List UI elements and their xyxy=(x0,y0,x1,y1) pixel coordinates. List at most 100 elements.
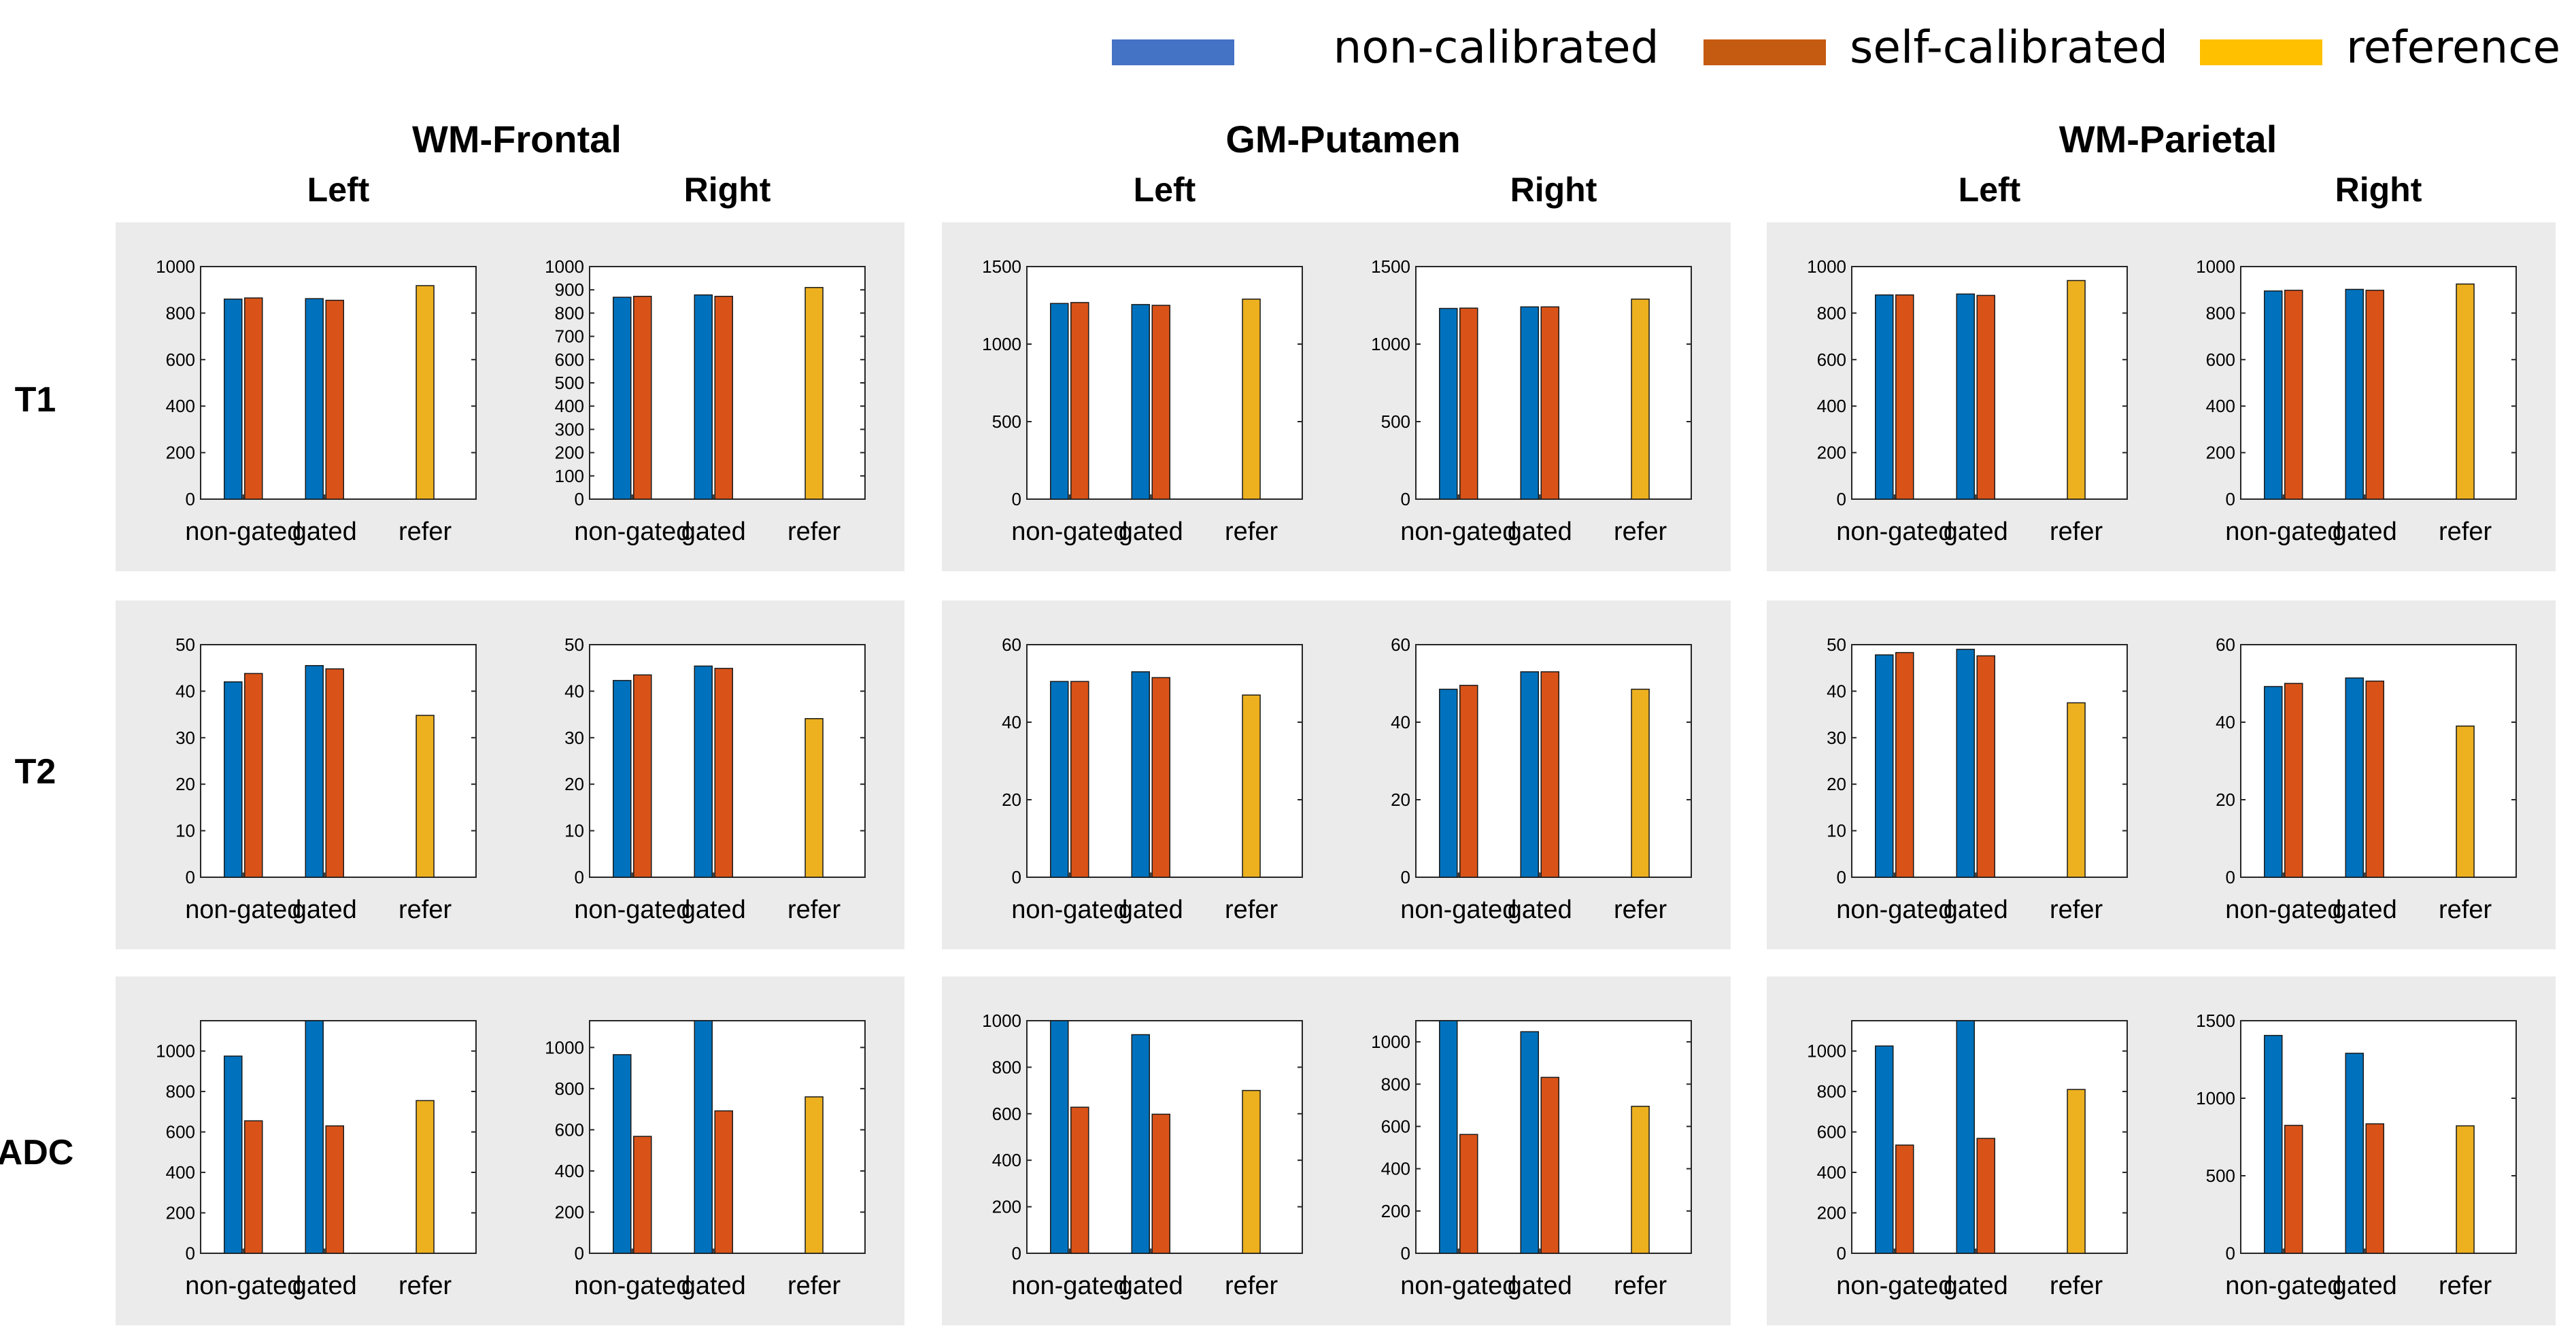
bar-non-non-gated xyxy=(224,1055,243,1254)
x-tick-label: refer xyxy=(1614,896,1667,924)
y-tick-label: 40 xyxy=(1827,681,1846,701)
x-tick-label: non-gated xyxy=(1011,517,1128,546)
x-tick-label: refer xyxy=(787,896,841,924)
bar-non-non-gated xyxy=(2264,685,2283,878)
y-tick-label: 400 xyxy=(166,396,195,416)
bar-non-gated xyxy=(305,298,324,500)
y-tick-label: 1000 xyxy=(1807,256,1846,277)
x-tick-label: non-gated xyxy=(1400,1272,1516,1300)
y-tick-label: 600 xyxy=(1381,1116,1410,1136)
bar-self-non-gated xyxy=(633,296,652,500)
y-tick-label: 10 xyxy=(175,821,195,841)
legend-label-self: self-calibrated xyxy=(1850,21,2168,73)
legend-swatch-non xyxy=(1112,39,1234,65)
y-tick-label: 0 xyxy=(1012,1243,1021,1263)
y-tick-label: 0 xyxy=(1401,1243,1410,1263)
y-tick-label: 100 xyxy=(555,466,584,486)
y-tick-label: 200 xyxy=(1817,1203,1846,1223)
bar-non-gated xyxy=(305,665,324,878)
bar-ref-refer xyxy=(416,285,435,500)
x-tick-label: refer xyxy=(2050,517,2103,546)
x-tick-label: non-gated xyxy=(1011,896,1128,924)
x-tick-label: gated xyxy=(1944,1272,2008,1300)
x-tick-label: non-gated xyxy=(574,896,690,924)
bar-self-non-gated xyxy=(244,673,263,878)
y-tick-label: 0 xyxy=(1401,867,1410,887)
bar-non-non-gated xyxy=(1439,688,1458,878)
bar-self-non-gated xyxy=(633,674,652,878)
y-tick-label: 10 xyxy=(564,821,584,841)
bar-ref-refer xyxy=(2067,702,2086,878)
bar-non-gated xyxy=(1956,293,1975,500)
side-label-left: Left xyxy=(307,171,370,209)
y-tick-label: 1500 xyxy=(1371,256,1410,277)
y-tick-label: 0 xyxy=(2226,867,2235,887)
bar-non-non-gated xyxy=(224,681,243,878)
y-tick-label: 0 xyxy=(2226,489,2235,509)
x-tick-label: refer xyxy=(2439,896,2492,924)
x-tick-label: non-gated xyxy=(574,1272,690,1300)
x-tick-label: non-gated xyxy=(1836,1272,1952,1300)
bar-self-gated xyxy=(325,1125,344,1254)
bar-non-gated xyxy=(2345,288,2364,500)
y-tick-label: 40 xyxy=(2216,712,2235,732)
y-tick-label: 400 xyxy=(555,1161,584,1181)
y-tick-label: 500 xyxy=(2206,1166,2235,1186)
x-tick-label: refer xyxy=(1225,517,1278,546)
y-tick-label: 30 xyxy=(175,728,195,748)
y-tick-label: 800 xyxy=(1817,303,1846,323)
y-tick-label: 200 xyxy=(1381,1201,1410,1221)
bar-self-gated xyxy=(1151,677,1170,878)
x-tick-label: non-gated xyxy=(2225,896,2341,924)
x-tick-label: gated xyxy=(292,896,357,924)
side-label-left: Left xyxy=(1134,171,1196,209)
bar-ref-refer xyxy=(1242,299,1261,500)
y-tick-label: 1500 xyxy=(982,256,1021,277)
y-tick-label: 800 xyxy=(555,1079,584,1099)
bar-self-non-gated xyxy=(1459,307,1478,500)
panels xyxy=(116,222,2556,1325)
y-tick-label: 1500 xyxy=(2196,1011,2235,1031)
bar-self-non-gated xyxy=(1895,651,1914,878)
x-tick-label: refer xyxy=(399,517,452,546)
y-tick-label: 30 xyxy=(1827,728,1846,748)
y-tick-label: 40 xyxy=(564,681,584,701)
x-tick-label: non-gated xyxy=(185,1272,301,1300)
y-tick-label: 20 xyxy=(1827,774,1846,794)
bar-non-non-gated xyxy=(1439,307,1458,500)
y-tick-label: 800 xyxy=(166,1081,195,1102)
y-tick-label: 400 xyxy=(555,396,584,416)
x-tick-label: gated xyxy=(1508,896,1572,924)
y-tick-label: 0 xyxy=(186,867,195,887)
bar-self-gated xyxy=(325,299,344,500)
x-tick-label: non-gated xyxy=(574,517,690,546)
y-tick-label: 20 xyxy=(564,774,584,794)
bar-ref-refer xyxy=(804,287,824,500)
x-tick-label: non-gated xyxy=(1400,517,1516,546)
bar-self-gated xyxy=(1540,671,1559,878)
bar-self-non-gated xyxy=(1895,1144,1914,1254)
x-tick-label: gated xyxy=(1508,1272,1572,1300)
bar-self-gated xyxy=(1540,306,1559,500)
bar-self-non-gated xyxy=(1895,294,1914,500)
y-tick-label: 50 xyxy=(1827,634,1846,655)
bar-ref-refer xyxy=(2456,283,2475,500)
bar-non-gated xyxy=(1131,304,1150,500)
y-tick-label: 40 xyxy=(1391,712,1410,732)
y-tick-label: 20 xyxy=(1391,790,1410,810)
bar-self-non-gated xyxy=(1459,685,1478,878)
x-tick-label: gated xyxy=(2333,1272,2397,1300)
bar-self-non-gated xyxy=(1070,1106,1089,1254)
y-tick-label: 800 xyxy=(992,1057,1021,1077)
side-label-right: Right xyxy=(2335,171,2422,209)
legend-label-ref: reference xyxy=(2346,21,2560,73)
bar-ref-refer xyxy=(416,715,435,878)
y-tick-label: 1000 xyxy=(982,1011,1021,1031)
